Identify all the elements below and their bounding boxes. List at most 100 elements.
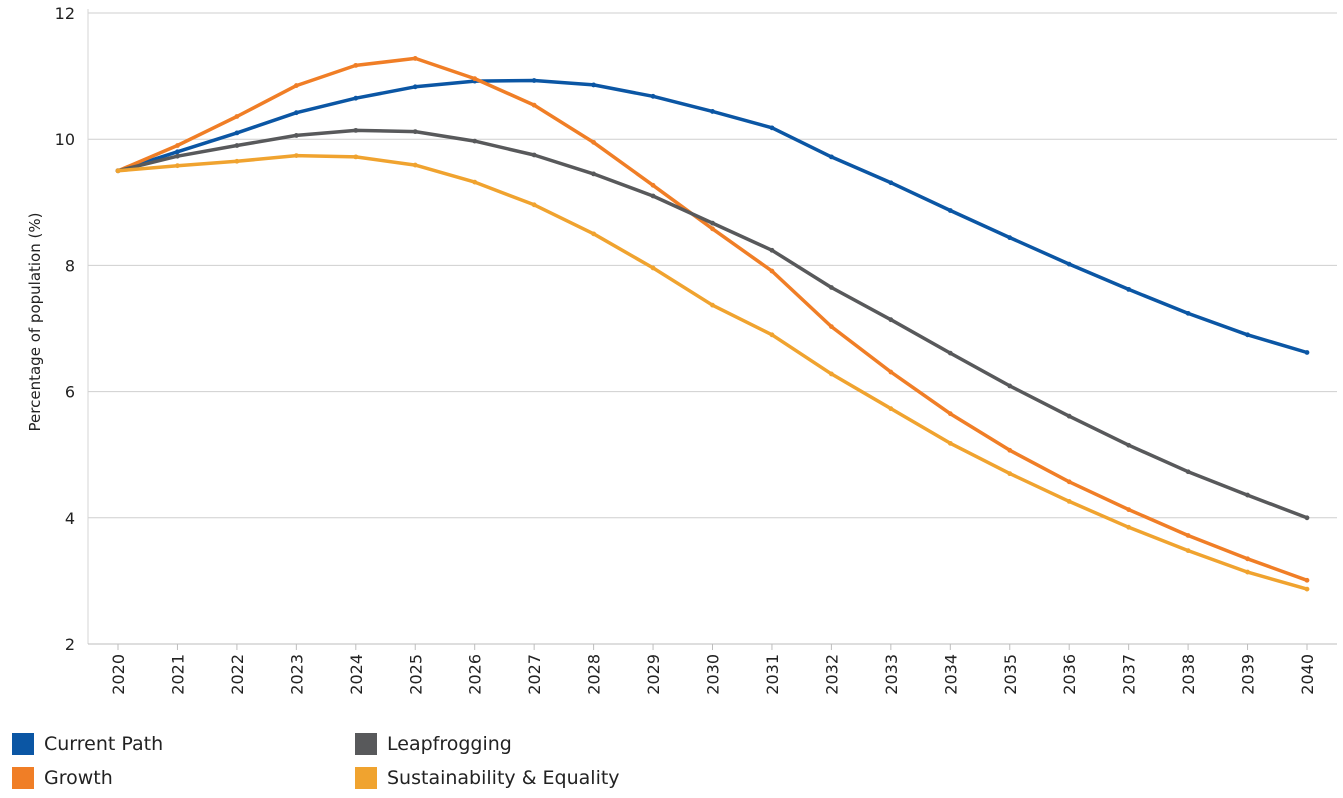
point-current-path-2035 <box>1007 235 1013 241</box>
point-growth-2024 <box>353 62 359 68</box>
point-current-path-2025 <box>412 84 418 90</box>
legend-item-growth: Growth <box>12 764 113 792</box>
point-sustainability-equality-2027 <box>531 202 537 208</box>
point-current-path-2039 <box>1245 332 1250 338</box>
gridlines <box>88 12 1337 519</box>
point-growth-2035 <box>1007 447 1013 453</box>
point-current-path-2036 <box>1066 261 1072 267</box>
point-growth-2031 <box>769 268 775 274</box>
legend-swatch-leapfrogging <box>355 733 377 755</box>
point-leapfrogging-2040 <box>1304 515 1310 521</box>
point-current-path-2023 <box>293 110 299 116</box>
point-current-path-2022 <box>234 130 240 136</box>
point-growth-2037 <box>1126 507 1132 512</box>
x-tick-label-2033: 2033 <box>882 654 901 695</box>
point-current-path-2040 <box>1304 350 1310 355</box>
point-sustainability-equality-2035 <box>1007 471 1013 477</box>
point-leapfrogging-2037 <box>1126 442 1132 448</box>
point-sustainability-equality-2022 <box>234 158 240 164</box>
x-tick-label-2024: 2024 <box>347 654 366 695</box>
legend: Current Path Leapfrogging Growth Sustain… <box>12 730 772 794</box>
point-sustainability-equality-2038 <box>1185 548 1191 554</box>
y-axis-ticks: 2 4 6 8 10 12 <box>55 4 75 654</box>
point-sustainability-equality-2025 <box>412 162 418 168</box>
point-current-path-2034 <box>947 208 953 213</box>
point-current-path-2021 <box>175 149 180 155</box>
legend-swatch-sustainability-equality <box>355 767 377 789</box>
point-growth-2025 <box>412 56 418 61</box>
point-growth-2036 <box>1066 479 1072 485</box>
x-tick-label-2032: 2032 <box>822 654 841 695</box>
point-sustainability-equality-2034 <box>947 440 953 446</box>
point-sustainability-equality-2029 <box>650 265 656 271</box>
point-sustainability-equality-2036 <box>1066 498 1072 504</box>
point-sustainability-equality-2037 <box>1126 524 1132 530</box>
x-tick-label-2025: 2025 <box>406 654 425 695</box>
point-sustainability-equality-2024 <box>353 154 359 160</box>
point-leapfrogging-2034 <box>947 350 953 356</box>
point-growth-2027 <box>531 102 537 108</box>
point-growth-2023 <box>293 83 299 88</box>
point-sustainability-equality-2021 <box>175 163 180 169</box>
point-current-path-2029 <box>650 93 656 99</box>
y-tick-label-4: 4 <box>65 509 75 528</box>
point-leapfrogging-2029 <box>650 193 656 199</box>
x-tick-label-2037: 2037 <box>1120 654 1139 695</box>
point-current-path-2031 <box>769 125 775 131</box>
point-growth-2029 <box>650 182 656 188</box>
point-sustainability-equality-2033 <box>888 406 894 412</box>
legend-swatch-growth <box>12 767 34 789</box>
y-tick-label-12: 12 <box>55 4 75 23</box>
point-leapfrogging-2028 <box>591 171 596 177</box>
point-growth-2028 <box>591 139 596 145</box>
point-sustainability-equality-2030 <box>710 302 715 308</box>
point-leapfrogging-2031 <box>769 247 775 253</box>
point-current-path-2037 <box>1126 286 1132 292</box>
legend-label-growth: Growth <box>44 767 113 789</box>
point-sustainability-equality-2031 <box>769 332 775 338</box>
point-leapfrogging-2025 <box>412 129 418 135</box>
point-leapfrogging-2030 <box>710 220 715 226</box>
point-sustainability-equality-2026 <box>472 179 478 185</box>
legend-label-leapfrogging: Leapfrogging <box>387 733 512 755</box>
point-sustainability-equality-2028 <box>591 231 596 237</box>
point-growth-2033 <box>888 369 894 375</box>
point-sustainability-equality-2039 <box>1245 569 1250 575</box>
point-leapfrogging-2026 <box>472 138 478 144</box>
point-growth-2034 <box>947 411 953 417</box>
point-growth-2038 <box>1185 533 1191 538</box>
legend-label-sustainability-equality: Sustainability & Equality <box>387 767 620 789</box>
x-tick-label-2030: 2030 <box>704 654 723 695</box>
x-tick-label-2031: 2031 <box>763 654 782 695</box>
point-current-path-2028 <box>591 82 596 88</box>
point-leapfrogging-2038 <box>1185 469 1191 475</box>
series-lines <box>115 56 1310 592</box>
point-growth-2022 <box>234 114 240 119</box>
legend-item-sustainability-equality: Sustainability & Equality <box>355 764 620 792</box>
y-tick-label-8: 8 <box>65 256 75 275</box>
x-tick-label-2039: 2039 <box>1239 654 1258 695</box>
point-growth-2039 <box>1245 556 1250 562</box>
point-growth-2032 <box>829 324 834 330</box>
series-line-sustainability-equality <box>116 153 1309 591</box>
legend-item-current-path: Current Path <box>12 730 163 758</box>
legend-swatch-current-path <box>12 733 34 755</box>
point-leapfrogging-2024 <box>353 127 359 133</box>
x-tick-label-2021: 2021 <box>168 654 187 695</box>
x-tick-label-2022: 2022 <box>228 654 247 695</box>
point-leapfrogging-2022 <box>234 143 240 148</box>
x-tick-label-2040: 2040 <box>1298 654 1317 695</box>
x-tick-label-2038: 2038 <box>1179 654 1198 695</box>
point-current-path-2033 <box>888 180 894 186</box>
point-current-path-2038 <box>1185 310 1191 316</box>
series-line-current-path <box>116 78 1309 355</box>
point-leapfrogging-2035 <box>1007 383 1013 389</box>
x-tick-label-2020: 2020 <box>109 654 128 695</box>
y-tick-label-2: 2 <box>65 635 75 654</box>
point-leapfrogging-2032 <box>829 285 834 290</box>
x-tick-label-2023: 2023 <box>287 654 306 695</box>
point-current-path-2030 <box>710 109 715 114</box>
point-growth-2040 <box>1304 577 1310 583</box>
point-sustainability-equality-2040 <box>1304 586 1310 592</box>
x-tick-label-2028: 2028 <box>585 654 604 695</box>
